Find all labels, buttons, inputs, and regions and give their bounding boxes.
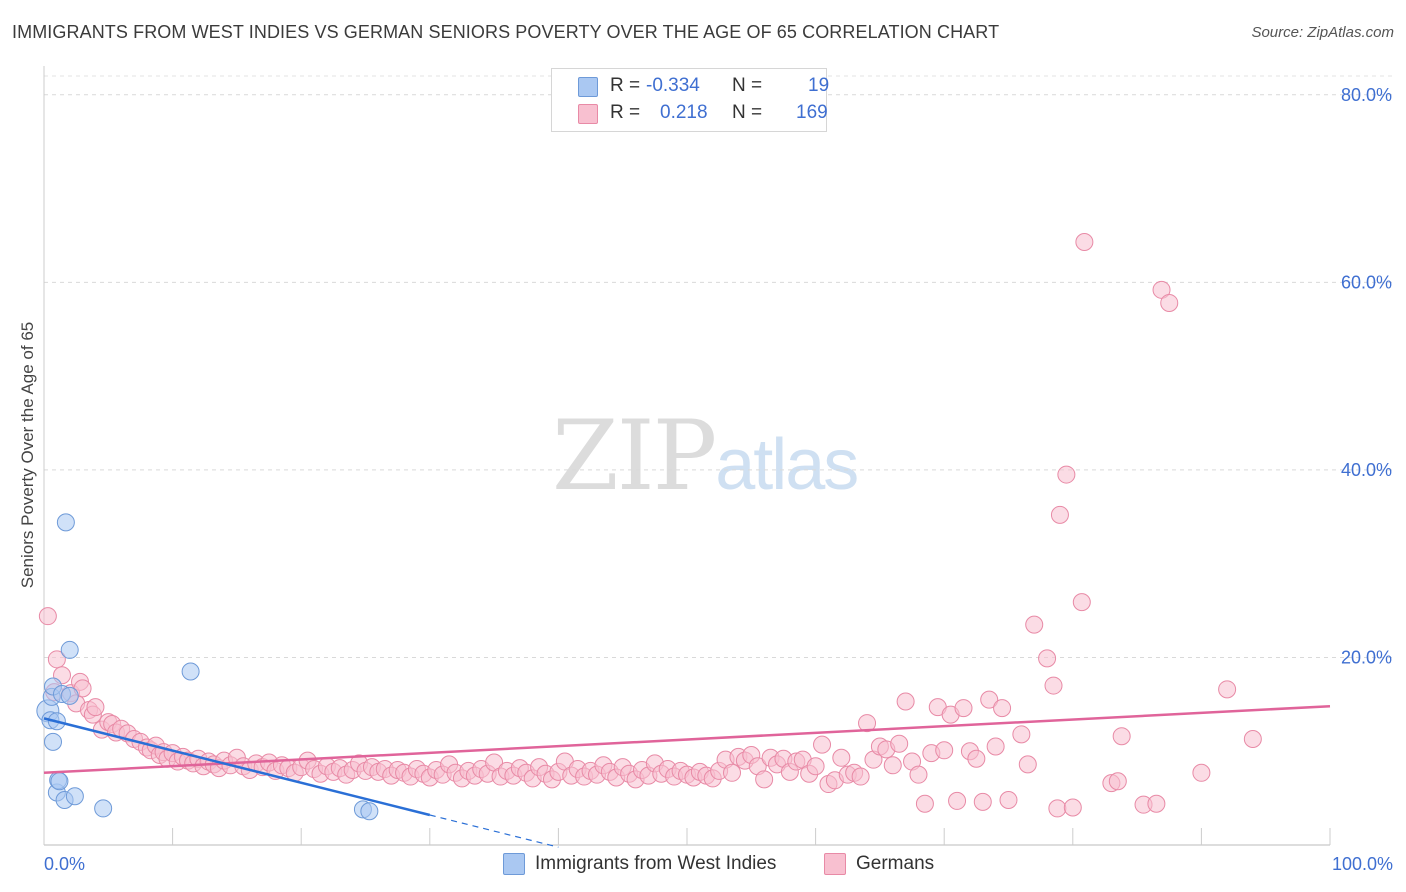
watermark-atlas: atlas [715, 425, 859, 505]
point-germans [1218, 680, 1237, 699]
point-west-indies [60, 686, 79, 705]
point-germans [1063, 798, 1082, 817]
point-germans [858, 714, 877, 733]
point-west-indies [181, 662, 200, 681]
watermark: ZIPatlas [552, 400, 859, 512]
point-west-indies [94, 799, 113, 818]
point-germans [915, 794, 934, 813]
point-germans [890, 734, 909, 753]
watermark-zip: ZIP [552, 400, 717, 512]
point-germans [1072, 593, 1091, 612]
point-germans [973, 792, 992, 811]
point-germans [948, 791, 967, 810]
point-germans [967, 749, 986, 768]
point-germans [986, 737, 1005, 756]
legend-r-label: R = [610, 75, 641, 96]
legend-r-value: 0.218 [660, 102, 708, 123]
point-germans [1018, 755, 1037, 774]
point-germans [1012, 725, 1031, 744]
point-germans [1147, 794, 1166, 813]
legend-n-label: N = [732, 102, 763, 123]
trendline-west-indies-extension [429, 814, 559, 848]
legend-r-value: -0.334 [646, 75, 700, 96]
legend-n-label: N = [732, 75, 763, 96]
point-west-indies [60, 640, 79, 659]
bottom-legend-label: Germans [856, 853, 935, 874]
point-germans [1057, 465, 1076, 484]
point-germans [1112, 727, 1131, 746]
point-germans [1038, 649, 1057, 668]
point-germans [38, 607, 57, 626]
point-germans [851, 767, 870, 786]
point-germans [1108, 772, 1127, 791]
y-tick-label: 80.0% [1341, 85, 1392, 105]
point-germans [813, 735, 832, 754]
point-germans [806, 757, 825, 776]
point-germans [1075, 232, 1094, 251]
point-west-indies [360, 802, 379, 821]
point-germans [896, 692, 915, 711]
point-germans [1044, 676, 1063, 695]
point-germans [86, 698, 105, 717]
point-germans [1025, 615, 1044, 634]
bottom-legend-swatch-germans [824, 853, 846, 875]
correlation-legend: R = -0.334 N = 19 R = 0.218 N = 169 [551, 68, 830, 132]
x-tick-label: 0.0% [44, 854, 85, 874]
y-tick-label: 40.0% [1341, 460, 1392, 480]
point-west-indies [56, 513, 75, 532]
bottom-legend-swatch-west-indies [503, 853, 525, 875]
legend-n-value: 19 [808, 75, 830, 96]
point-germans [954, 699, 973, 718]
point-germans [909, 765, 928, 784]
point-germans [1160, 293, 1179, 312]
trendline-west-indies [43, 717, 431, 817]
legend-n-value: 169 [796, 102, 828, 123]
point-germans [935, 741, 954, 760]
point-germans [980, 690, 999, 709]
chart-title: IMMIGRANTS FROM WEST INDIES VS GERMAN SE… [12, 22, 1000, 42]
point-germans [832, 748, 851, 767]
point-germans [723, 763, 742, 782]
y-tick-label: 20.0% [1341, 647, 1392, 667]
point-germans [993, 699, 1012, 718]
point-west-indies [65, 787, 84, 806]
legend-swatch-germans [578, 104, 598, 124]
point-germans [999, 790, 1018, 809]
trendline-germans [43, 704, 1331, 775]
point-germans [1048, 799, 1067, 818]
legend-r-label: R = [610, 102, 641, 123]
point-germans [883, 756, 902, 775]
y-tick-label: 60.0% [1341, 272, 1392, 292]
x-tick-label: 100.0% [1332, 854, 1393, 874]
point-germans [1243, 730, 1262, 749]
point-germans [47, 650, 66, 669]
point-germans [755, 770, 774, 789]
point-west-indies [50, 772, 69, 791]
bottom-legend-label: Immigrants from West Indies [535, 853, 777, 874]
point-germans [1192, 763, 1211, 782]
point-germans [1050, 505, 1069, 524]
legend-swatch-west-indies [578, 77, 598, 97]
source-credit: Source: ZipAtlas.com [1251, 24, 1394, 41]
point-west-indies [44, 732, 63, 751]
